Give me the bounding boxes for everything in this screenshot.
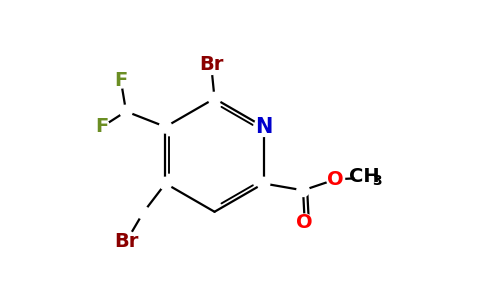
Text: N: N xyxy=(255,117,272,137)
Circle shape xyxy=(94,119,109,134)
Text: Br: Br xyxy=(199,55,223,74)
Circle shape xyxy=(254,117,273,136)
Circle shape xyxy=(159,177,172,190)
Circle shape xyxy=(209,92,221,105)
Circle shape xyxy=(355,165,381,191)
Circle shape xyxy=(115,231,137,253)
Text: O: O xyxy=(327,170,344,189)
Text: 3: 3 xyxy=(372,174,382,188)
Circle shape xyxy=(297,184,309,196)
Circle shape xyxy=(257,177,270,190)
Circle shape xyxy=(327,170,345,188)
Text: Br: Br xyxy=(114,232,138,251)
Circle shape xyxy=(201,54,221,74)
Text: F: F xyxy=(114,71,127,90)
Circle shape xyxy=(296,214,314,232)
Circle shape xyxy=(137,206,150,219)
Circle shape xyxy=(159,121,172,133)
Text: CH: CH xyxy=(349,167,379,186)
Circle shape xyxy=(120,105,132,118)
Circle shape xyxy=(113,73,128,88)
Text: F: F xyxy=(95,117,108,136)
Text: O: O xyxy=(297,213,313,232)
